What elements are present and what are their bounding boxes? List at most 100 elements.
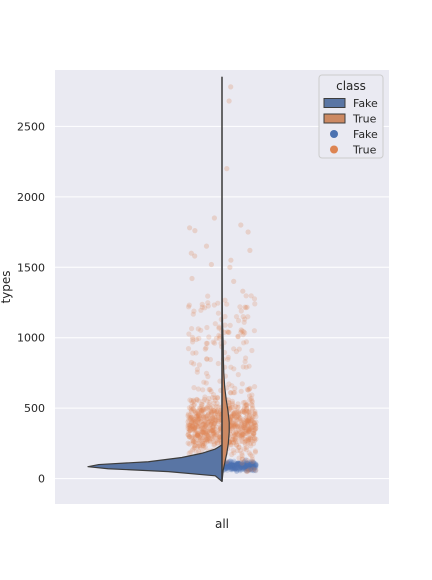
fake-point: [241, 459, 247, 466]
true-point: [235, 334, 241, 340]
true-point: [195, 411, 201, 417]
true-point: [245, 418, 251, 424]
true-point: [188, 404, 194, 410]
true-point: [228, 414, 234, 420]
fake-point: [239, 463, 245, 469]
fake-point: [244, 463, 250, 469]
fake-point: [247, 460, 253, 466]
true-point: [227, 322, 233, 328]
true-point: [207, 437, 213, 443]
true-point: [242, 330, 248, 336]
true-point: [233, 434, 239, 441]
true-point: [207, 356, 213, 363]
fake-point: [245, 464, 252, 470]
true-point: [246, 414, 252, 420]
true-point: [207, 387, 213, 393]
fake-point: [231, 462, 237, 468]
fake-point: [229, 463, 235, 469]
true-point: [235, 432, 241, 438]
true-point: [211, 441, 218, 447]
fake-point: [227, 461, 234, 467]
true-outlier-point: [245, 229, 251, 235]
true-point: [233, 422, 239, 428]
fake-point: [223, 465, 229, 472]
fake-point: [237, 463, 243, 469]
true-point: [238, 308, 244, 314]
true-point: [212, 432, 218, 438]
true-point: [200, 429, 206, 435]
true-point: [242, 359, 248, 365]
fake-point: [248, 462, 254, 468]
fake-point: [246, 462, 253, 469]
true-point: [186, 302, 192, 308]
true-outlier-point: [211, 215, 217, 221]
fake-point: [235, 460, 241, 466]
true-point: [228, 364, 234, 370]
true-point: [185, 346, 192, 352]
fake-point: [246, 464, 253, 470]
true-point: [188, 435, 194, 441]
true-point: [238, 418, 244, 424]
true-point: [233, 417, 239, 423]
fake-point: [244, 462, 250, 469]
legend-swatch-true: [323, 113, 346, 124]
true-point: [200, 442, 206, 449]
true-point: [210, 424, 216, 431]
true-point: [253, 425, 259, 431]
fake-point: [243, 465, 250, 471]
true-point: [190, 420, 196, 426]
true-point: [243, 364, 249, 370]
fake-point: [241, 463, 247, 469]
true-point: [209, 433, 215, 439]
fake-point: [252, 467, 258, 473]
fake-point: [249, 467, 255, 473]
fake-point: [246, 459, 252, 465]
fake-point: [244, 461, 250, 467]
true-point: [191, 385, 197, 391]
true-point: [211, 429, 217, 435]
fake-point: [242, 464, 248, 470]
true-point: [192, 444, 198, 450]
fake-point: [245, 465, 251, 471]
true-point: [201, 430, 207, 436]
true-point: [195, 414, 201, 420]
true-point: [204, 413, 210, 419]
true-point: [206, 386, 212, 393]
true-point: [208, 439, 214, 445]
fake-point: [230, 466, 236, 472]
true-point: [246, 386, 252, 392]
true-point: [248, 293, 254, 299]
true-point: [201, 421, 207, 428]
true-point: [208, 418, 214, 424]
true-point: [214, 408, 220, 414]
fake-point: [233, 461, 240, 467]
true-point: [201, 432, 207, 438]
fake-point: [248, 458, 254, 464]
true-point: [239, 431, 245, 437]
fake-point: [241, 462, 247, 468]
fake-point: [237, 465, 243, 471]
true-point: [202, 444, 208, 450]
fake-point: [226, 464, 232, 470]
true-point: [202, 437, 209, 443]
fake-point: [228, 458, 234, 464]
fake-point: [248, 464, 254, 470]
true-point: [246, 418, 252, 424]
true-point: [228, 390, 234, 396]
true-point: [202, 425, 208, 431]
true-point: [251, 296, 258, 302]
true-point: [199, 408, 205, 414]
true-point: [205, 419, 211, 426]
true-point: [239, 450, 245, 457]
true-point: [204, 324, 210, 331]
fake-point: [225, 464, 231, 471]
fake-point: [242, 465, 248, 471]
fake-point: [232, 466, 238, 472]
true-point: [189, 400, 195, 406]
fake-point: [237, 462, 243, 468]
true-point: [189, 334, 195, 340]
true-point: [196, 405, 202, 411]
fake-point: [249, 462, 255, 468]
true-point: [214, 407, 221, 413]
true-point: [212, 430, 218, 436]
